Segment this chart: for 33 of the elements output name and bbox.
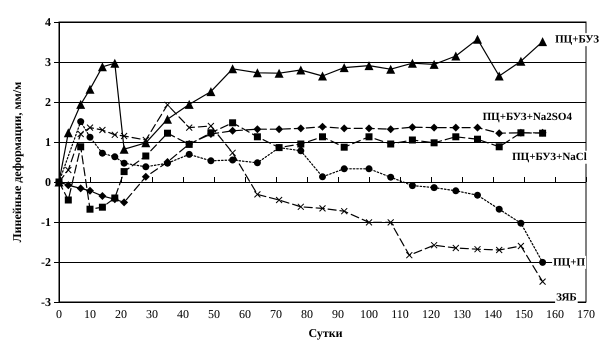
- x-tick-label: 40: [177, 307, 189, 321]
- x-tick-label: 10: [84, 307, 96, 321]
- x-axis-title: Сутки: [308, 326, 343, 340]
- x-tick-label: 50: [208, 307, 220, 321]
- y-tick-label: 2: [45, 95, 51, 109]
- x-tick-label: 100: [360, 307, 378, 321]
- x-tick-label: 20: [115, 307, 127, 321]
- x-tick-label: 70: [270, 307, 282, 321]
- x-tick-label: 0: [56, 307, 62, 321]
- series-label: ЗЯБ: [556, 292, 577, 304]
- y-tick-label: 3: [45, 55, 51, 69]
- x-tick-label: 60: [239, 307, 251, 321]
- series-label: ПЦ+БУЗ+Na2SO4: [482, 110, 572, 123]
- x-tick-label: 130: [453, 307, 471, 321]
- y-axis-title: Линейные деформации, мм/м: [10, 82, 24, 242]
- x-tick-label: 140: [484, 307, 502, 321]
- y-tick-label: -1: [41, 215, 51, 229]
- x-tick-label: 160: [546, 307, 564, 321]
- x-tick-label: 150: [515, 307, 533, 321]
- x-tick-label: 80: [301, 307, 313, 321]
- series-label: ПЦ+БУЗ: [555, 34, 600, 46]
- y-tick-label: 1: [45, 135, 51, 149]
- series-label: ПЦ+П: [553, 256, 586, 268]
- y-tick-label: 4: [45, 15, 51, 29]
- x-tick-label: 30: [146, 307, 158, 321]
- y-tick-label: 0: [45, 175, 51, 189]
- series-label: ПЦ+БУЗ+NaCl: [512, 151, 587, 164]
- x-tick-label: 110: [391, 307, 409, 321]
- x-tick-label: 120: [422, 307, 440, 321]
- y-tick-label: -3: [41, 295, 51, 309]
- y-tick-label: -2: [41, 255, 51, 269]
- x-tick-label: 90: [332, 307, 344, 321]
- x-tick-label: 170: [577, 307, 595, 321]
